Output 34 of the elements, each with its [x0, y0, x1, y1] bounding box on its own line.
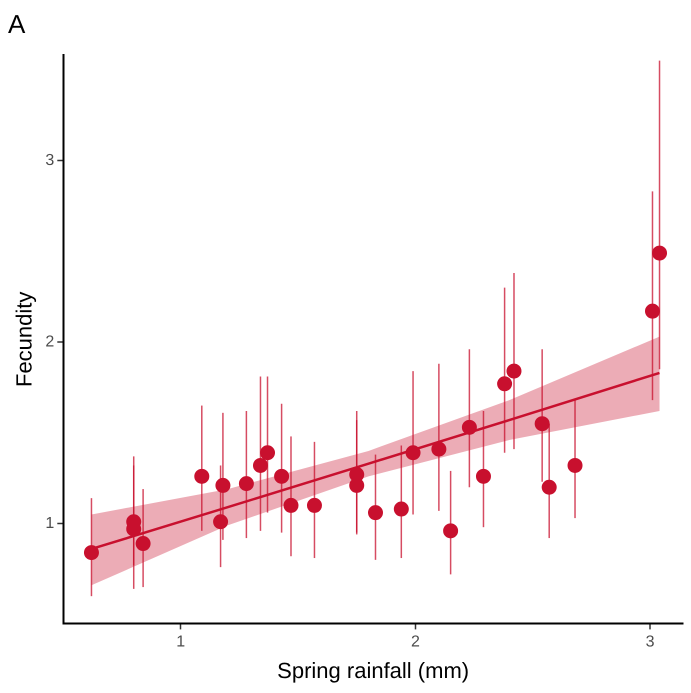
- x-tick-label: 1: [176, 633, 186, 650]
- point: [215, 478, 230, 493]
- point: [274, 468, 290, 484]
- point: [443, 523, 458, 538]
- point: [213, 514, 228, 530]
- point: [406, 445, 421, 460]
- point: [306, 498, 322, 513]
- chart-title: A: [8, 8, 26, 39]
- y-tick-label: 2: [45, 333, 54, 350]
- point: [84, 545, 99, 560]
- point: [497, 376, 512, 392]
- x-tick-label: 2: [410, 633, 420, 650]
- y-axis-title: Fecundity: [11, 292, 36, 387]
- point: [194, 468, 210, 484]
- point: [238, 476, 254, 492]
- point: [506, 364, 522, 379]
- y-tick-label: 3: [45, 152, 54, 169]
- x-axis-title: Spring rainfall (mm): [277, 658, 470, 683]
- point: [368, 505, 383, 520]
- point: [462, 420, 477, 435]
- point: [394, 502, 409, 517]
- x-tick-label: 3: [646, 633, 655, 650]
- point: [476, 468, 491, 484]
- point: [644, 304, 660, 319]
- point: [542, 480, 557, 495]
- point: [260, 445, 276, 460]
- point: [652, 246, 668, 261]
- point: [534, 416, 550, 432]
- point: [568, 458, 583, 473]
- point: [136, 536, 151, 552]
- y-tick-label: 1: [45, 514, 54, 532]
- point: [431, 442, 446, 457]
- point: [252, 458, 268, 473]
- point: [283, 498, 298, 513]
